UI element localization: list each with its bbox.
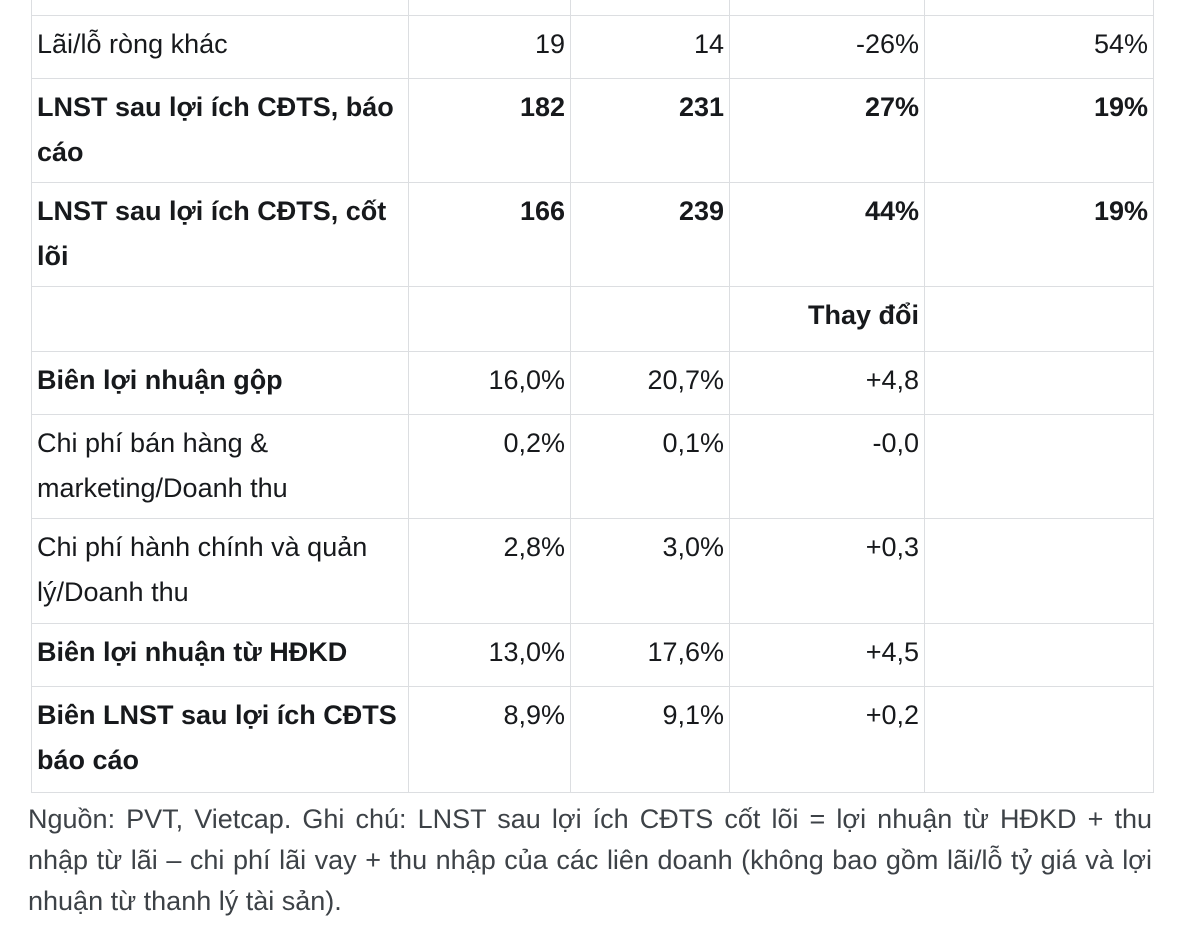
value-cell: +4,8 [729,350,925,415]
value-cell [924,0,1154,16]
value-cell [924,413,1154,519]
financial-table-body: Lãi/lỗ ròng khác 19 14 -26% 54% LNST sau lợi … [31,0,1154,793]
row-label-cell: LNST sau lợi ích CĐTS, cốt lõi [31,181,409,287]
value-cell: 44% [729,181,925,287]
value-cell: -0,0 [729,413,925,519]
value-cell: 27% [729,77,925,183]
row-label-cell [31,0,409,16]
table-row: Biên lợi nhuận từ HĐKD 13,0% 17,6% +4,5 [31,622,1154,687]
row-label-cell: Biên lợi nhuận từ HĐKD [31,622,409,687]
table-row: LNST sau lợi ích CĐTS, cốt lõi 166 239 44% 1… [31,181,1154,287]
row-label-cell: Lãi/lỗ ròng khác [31,14,409,79]
value-cell: 166 [408,181,571,287]
table-row: Biên lợi nhuận gộp 16,0% 20,7% +4,8 [31,350,1154,415]
row-label-cell: Biên LNST sau lợi ích CĐTS báo cáo [31,685,409,793]
value-cell: 3,0% [570,517,730,624]
value-cell: 20,7% [570,350,730,415]
value-cell: 13,0% [408,622,571,687]
value-cell: 14 [570,14,730,79]
value-cell: 0,2% [408,413,571,519]
table-row: LNST sau lợi ích CĐTS, báo cáo 182 231 27% 1… [31,77,1154,183]
value-cell: 19% [924,77,1154,183]
value-cell: 16,0% [408,350,571,415]
value-cell [408,285,571,352]
value-cell: 19 [408,14,571,79]
value-cell: Thay đổi [729,285,925,352]
value-cell: 54% [924,14,1154,79]
table-row: Thay đổi [31,285,1154,352]
value-cell: 0,1% [570,413,730,519]
table-row: Biên LNST sau lợi ích CĐTS báo cáo 8,9% 9,… [31,685,1154,793]
value-cell: +0,2 [729,685,925,793]
value-cell: 19% [924,181,1154,287]
value-cell: -26% [729,14,925,79]
value-cell: 182 [408,77,571,183]
value-cell: 9,1% [570,685,730,793]
value-cell [924,622,1154,687]
value-cell [408,0,571,16]
value-cell: 17,6% [570,622,730,687]
value-cell: 231 [570,77,730,183]
source-note: Nguồn: PVT, Vietcap. Ghi chú: LNST sau l… [28,804,1152,916]
value-cell: 239 [570,181,730,287]
row-label-cell: Biên lợi nhuận gộp [31,350,409,415]
value-cell: 2,8% [408,517,571,624]
table-row: Chi phí bán hàng & marketing/Doanh thu 0,… [31,413,1154,519]
row-label-cell: LNST sau lợi ích CĐTS, báo cáo [31,77,409,183]
value-cell [570,0,730,16]
table-row: Chi phí hành chính và quản lý/Doanh thu 2… [31,517,1154,624]
row-label-cell: Chi phí hành chính và quản lý/Doanh thu [31,517,409,624]
table-row [31,0,1154,16]
value-cell [924,517,1154,624]
row-label-cell: Chi phí bán hàng & marketing/Doanh thu [31,413,409,519]
row-label-cell [31,285,409,352]
financial-table: Lãi/lỗ ròng khác 19 14 -26% 54% LNST sau lợi … [31,0,1154,793]
table-row: Lãi/lỗ ròng khác 19 14 -26% 54% [31,14,1154,79]
value-cell: 8,9% [408,685,571,793]
value-cell: +0,3 [729,517,925,624]
value-cell [924,285,1154,352]
value-cell: +4,5 [729,622,925,687]
value-cell [570,285,730,352]
value-cell [729,0,925,16]
value-cell [924,350,1154,415]
value-cell [924,685,1154,793]
